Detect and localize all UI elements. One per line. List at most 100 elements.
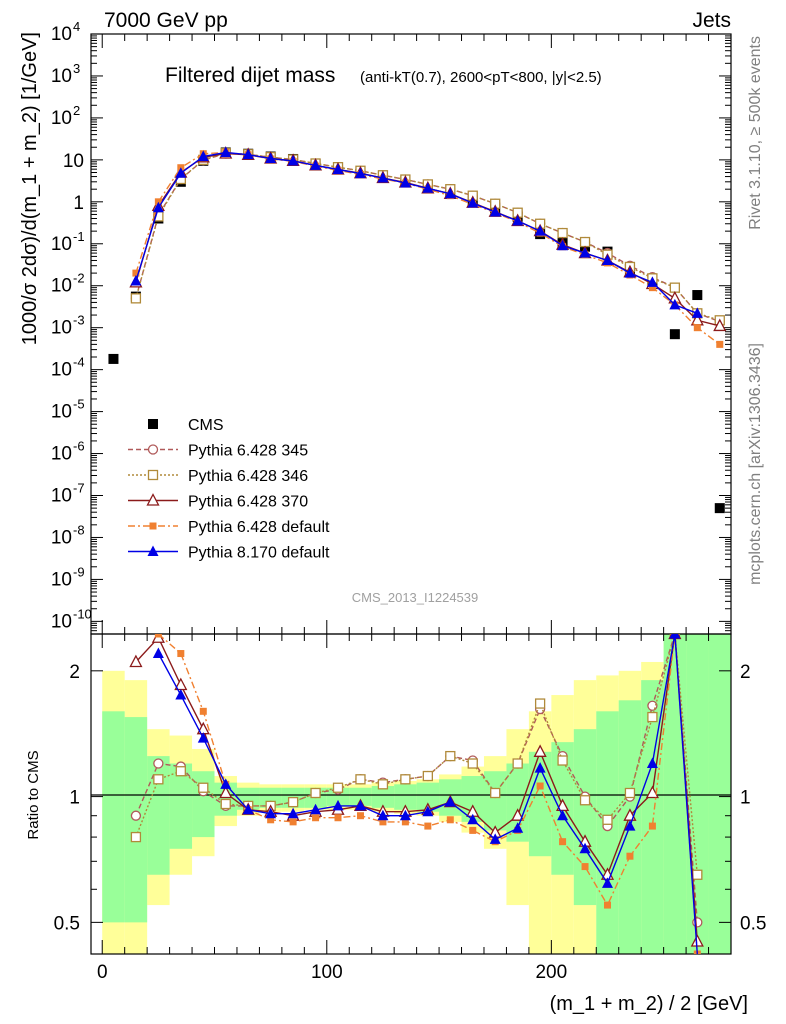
data-point <box>356 812 364 820</box>
series-pythia-6-428-346 <box>130 147 725 326</box>
data-point <box>624 787 636 799</box>
data-point <box>152 201 164 213</box>
data-point <box>646 276 658 287</box>
band-inner-bin <box>169 763 193 849</box>
data-point <box>130 831 142 843</box>
data-point <box>581 863 589 871</box>
ratio-tick-label: 1 <box>69 788 80 809</box>
data-point <box>289 818 297 826</box>
legend-label: CMS <box>188 417 224 434</box>
y-tick-exponent: -8 <box>73 522 85 537</box>
data-point <box>130 293 142 304</box>
data-point <box>716 340 724 348</box>
series-pythia-8-170-default <box>130 146 703 318</box>
x-tick-label: 0 <box>97 962 108 983</box>
data-point <box>175 766 186 777</box>
data-point <box>242 148 254 160</box>
band-inner-bin <box>147 756 170 875</box>
data-point <box>713 318 727 332</box>
data-point <box>220 146 232 157</box>
legend-item: Pythia 6.428 345 <box>128 443 308 460</box>
data-point <box>669 282 681 293</box>
data-point <box>490 787 501 799</box>
data-point <box>332 782 344 793</box>
data-point <box>692 869 703 880</box>
y-tick-exponent: -7 <box>73 481 85 496</box>
series-line <box>135 152 721 323</box>
legend-marker <box>147 444 159 455</box>
data-point <box>601 254 613 265</box>
y-tick-exponent: -3 <box>73 313 85 328</box>
data-point <box>198 782 209 793</box>
data-point <box>579 236 591 248</box>
data-point <box>424 822 432 830</box>
data-point <box>422 182 434 193</box>
bottom-y-axis-title: Ratio to CMS <box>25 750 42 839</box>
band-inner-bin <box>573 729 597 906</box>
band-inner-bin <box>528 751 552 857</box>
series-pythia-6-428-default <box>132 148 724 348</box>
y-tick-label: 10 <box>51 444 72 465</box>
y-tick-label: 10 <box>51 402 72 423</box>
data-point <box>152 647 164 659</box>
data-point <box>624 820 636 831</box>
data-point <box>648 822 656 830</box>
band-inner-bin <box>326 787 350 806</box>
data-point <box>512 758 523 769</box>
y-tick-exponent: -1 <box>73 229 85 244</box>
data-point <box>312 814 320 822</box>
data-point <box>422 770 433 782</box>
ratio-tick-label-right: 2 <box>740 662 751 683</box>
data-point <box>647 711 658 723</box>
header-right-label: Jets <box>692 9 731 32</box>
data-point <box>648 284 656 292</box>
data-point <box>512 214 524 226</box>
data-point <box>557 227 568 239</box>
side-label-mcplots: mcplots.cern.ch [arXiv:1306.3436] <box>747 343 764 585</box>
series-line <box>135 152 721 321</box>
data-point <box>219 785 233 799</box>
top-series <box>108 146 727 514</box>
data-point <box>602 814 613 825</box>
data-point <box>714 503 725 514</box>
band-inner-bin <box>416 782 440 812</box>
data-point <box>534 698 546 709</box>
data-point <box>603 901 611 909</box>
data-point <box>557 755 568 766</box>
legend-label: Pythia 6.428 default <box>188 519 330 536</box>
data-point <box>197 732 209 743</box>
series-pythia-6-428-345 <box>130 148 725 327</box>
y-tick-label: 10 <box>51 360 72 381</box>
data-point <box>669 634 681 639</box>
data-point <box>377 171 389 183</box>
band-inner-bin <box>686 634 709 954</box>
data-point <box>557 809 569 821</box>
data-point <box>108 353 119 364</box>
ratio-tick-label: 0.5 <box>54 913 80 934</box>
legend-label: Pythia 6.428 346 <box>188 468 308 485</box>
data-point <box>332 163 344 174</box>
y-tick-label: 10 <box>51 276 72 297</box>
legend-item: CMS <box>148 417 224 434</box>
data-point <box>287 154 299 166</box>
data-point <box>489 833 501 844</box>
data-point <box>401 818 409 826</box>
data-point <box>467 197 479 208</box>
data-point <box>444 187 456 199</box>
y-tick-exponent: -9 <box>73 564 85 579</box>
band-inner-bin <box>192 771 215 838</box>
x-tick-label: 100 <box>311 962 343 983</box>
y-tick-label: 10 <box>51 318 72 339</box>
y-tick-label: 10 <box>63 151 84 172</box>
data-point <box>533 744 547 757</box>
legend-item: Pythia 8.170 default <box>128 545 330 562</box>
band-inner-bin <box>708 634 731 954</box>
legend-marker <box>148 419 158 429</box>
data-point <box>536 782 544 790</box>
y-tick-label: 10 <box>51 611 72 632</box>
y-tick-exponent: -6 <box>73 439 85 454</box>
chart-title: Filtered dijet mass <box>165 64 335 87</box>
ratio-bands <box>102 634 731 954</box>
data-point <box>669 329 680 340</box>
